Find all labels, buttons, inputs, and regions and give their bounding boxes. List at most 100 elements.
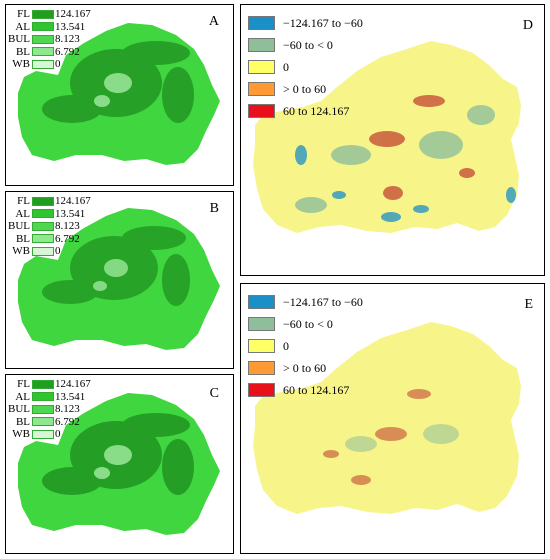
legend-code: BUL bbox=[8, 220, 30, 233]
legend-row-strong-decrease: −124.167 to −60 bbox=[248, 12, 363, 34]
legend-value: 6.792 bbox=[55, 415, 80, 428]
legend-value: 8.123 bbox=[55, 33, 80, 46]
legend-label: −124.167 to −60 bbox=[283, 15, 363, 30]
legend-code: BL bbox=[15, 45, 30, 58]
legend-row-wb: WB 0 bbox=[8, 58, 91, 71]
change-legend: −124.167 to −60 −60 to < 0 0 > 0 to 60 6… bbox=[248, 291, 363, 401]
legend-row-bul: BUL 8.123 bbox=[8, 403, 91, 416]
legend-row-wb: WB 0 bbox=[8, 245, 91, 258]
legend-swatch bbox=[32, 392, 54, 402]
legend-label: 60 to 124.167 bbox=[283, 382, 350, 397]
map-a: A bbox=[18, 14, 220, 165]
landuse-legend: FL 124.167 AL 13.541 BUL 8.123 BL 6.792 WB 0 bbox=[8, 195, 91, 258]
built-patches bbox=[94, 73, 132, 107]
legend-row-bl: BL 6.792 bbox=[8, 416, 91, 429]
map-panel-e: E −124.167 to −60 −60 to < 0 0 > 0 to 60… bbox=[240, 283, 545, 554]
legend-code: BL bbox=[15, 232, 30, 245]
legend-row-bul: BUL 8.123 bbox=[8, 220, 91, 233]
legend-code: WB bbox=[12, 245, 30, 258]
legend-swatch bbox=[32, 246, 54, 256]
legend-label: −60 to < 0 bbox=[283, 316, 333, 331]
legend-label: 0 bbox=[283, 338, 289, 353]
legend-row-fl: FL 124.167 bbox=[8, 8, 91, 21]
legend-row-al: AL 13.541 bbox=[8, 208, 91, 221]
legend-value: 8.123 bbox=[55, 220, 80, 233]
legend-value: 13.541 bbox=[55, 207, 86, 220]
map-b: B bbox=[18, 201, 220, 350]
legend-swatch bbox=[248, 317, 275, 331]
legend-row-strong-increase: 60 to 124.167 bbox=[248, 379, 363, 401]
legend-row-decrease: −60 to < 0 bbox=[248, 34, 363, 56]
legend-swatch bbox=[248, 16, 275, 30]
legend-row-increase: > 0 to 60 bbox=[248, 78, 363, 100]
legend-code: FL bbox=[17, 195, 30, 208]
legend-value: 124.167 bbox=[55, 8, 91, 21]
legend-value: 6.792 bbox=[55, 232, 80, 245]
legend-code: WB bbox=[12, 58, 30, 71]
legend-row-decrease: −60 to < 0 bbox=[248, 313, 363, 335]
increase-patches bbox=[369, 95, 475, 200]
legend-swatch bbox=[248, 82, 275, 96]
legend-swatch bbox=[32, 34, 54, 44]
legend-label: > 0 to 60 bbox=[283, 360, 327, 375]
decrease-patches bbox=[295, 145, 516, 222]
map-panel-a: A FL 124.167 AL 13.541 BUL 8.123 BL 6.792 WB… bbox=[5, 4, 234, 186]
legend-row-al: AL 13.541 bbox=[8, 21, 91, 34]
legend-swatch bbox=[248, 383, 275, 397]
legend-swatch bbox=[32, 59, 54, 69]
legend-label: 0 bbox=[283, 59, 289, 74]
legend-row-no-change: 0 bbox=[248, 56, 363, 78]
legend-row-bl: BL 6.792 bbox=[8, 46, 91, 59]
panel-label: A bbox=[209, 14, 220, 29]
legend-value: 0 bbox=[55, 245, 61, 258]
panel-label: D bbox=[523, 18, 533, 33]
legend-row-no-change: 0 bbox=[248, 335, 363, 357]
map-panel-b: B FL 124.167 AL 13.541 BUL 8.123 BL 6.792 WB… bbox=[5, 191, 234, 369]
legend-value: 13.541 bbox=[55, 20, 86, 33]
legend-swatch bbox=[248, 38, 275, 52]
legend-row-strong-increase: 60 to 124.167 bbox=[248, 100, 363, 122]
legend-label: 60 to 124.167 bbox=[283, 103, 350, 118]
legend-code: BUL bbox=[8, 403, 30, 416]
legend-code: WB bbox=[12, 428, 30, 441]
legend-swatch bbox=[32, 379, 54, 389]
legend-row-fl: FL 124.167 bbox=[8, 378, 91, 391]
legend-row-increase: > 0 to 60 bbox=[248, 357, 363, 379]
legend-swatch bbox=[248, 104, 275, 118]
built-patches bbox=[93, 259, 128, 291]
legend-label: −60 to < 0 bbox=[283, 37, 333, 52]
legend-value: 6.792 bbox=[55, 45, 80, 58]
forest-patches bbox=[42, 413, 194, 495]
landuse-legend: FL 124.167 AL 13.541 BUL 8.123 BL 6.792 WB 0 bbox=[8, 8, 91, 71]
panel-label: E bbox=[524, 297, 533, 312]
mild-decrease-patches bbox=[345, 424, 459, 452]
legend-swatch bbox=[32, 234, 54, 244]
panel-label: B bbox=[210, 201, 219, 216]
legend-row-al: AL 13.541 bbox=[8, 391, 91, 404]
region-shape bbox=[253, 322, 521, 514]
legend-code: FL bbox=[17, 378, 30, 391]
map-panel-c: C FL 124.167 AL 13.541 BUL 8.123 BL 6.792 WB… bbox=[5, 374, 234, 554]
legend-row-bl: BL 6.792 bbox=[8, 233, 91, 246]
legend-row-bul: BUL 8.123 bbox=[8, 33, 91, 46]
legend-label: −124.167 to −60 bbox=[283, 294, 363, 309]
legend-code: FL bbox=[17, 8, 30, 21]
legend-label: > 0 to 60 bbox=[283, 81, 327, 96]
legend-swatch bbox=[32, 429, 54, 439]
map-d: D bbox=[253, 18, 533, 233]
map-panel-d: D −124.167 to −60 −60 to < 0 0 > 0 to 60… bbox=[240, 4, 545, 276]
legend-swatch bbox=[32, 404, 54, 414]
landuse-legend: FL 124.167 AL 13.541 BUL 8.123 BL 6.792 WB 0 bbox=[8, 378, 91, 441]
legend-code: BL bbox=[15, 415, 30, 428]
legend-swatch bbox=[32, 9, 54, 19]
legend-swatch bbox=[32, 221, 54, 231]
legend-value: 0 bbox=[55, 58, 61, 71]
map-c: C bbox=[18, 386, 220, 535]
change-legend: −124.167 to −60 −60 to < 0 0 > 0 to 60 6… bbox=[248, 12, 363, 122]
increase-patches bbox=[323, 389, 431, 485]
legend-swatch bbox=[248, 361, 275, 375]
legend-code: AL bbox=[15, 20, 30, 33]
legend-code: AL bbox=[15, 390, 30, 403]
legend-code: BUL bbox=[8, 33, 30, 46]
legend-code: AL bbox=[15, 207, 30, 220]
